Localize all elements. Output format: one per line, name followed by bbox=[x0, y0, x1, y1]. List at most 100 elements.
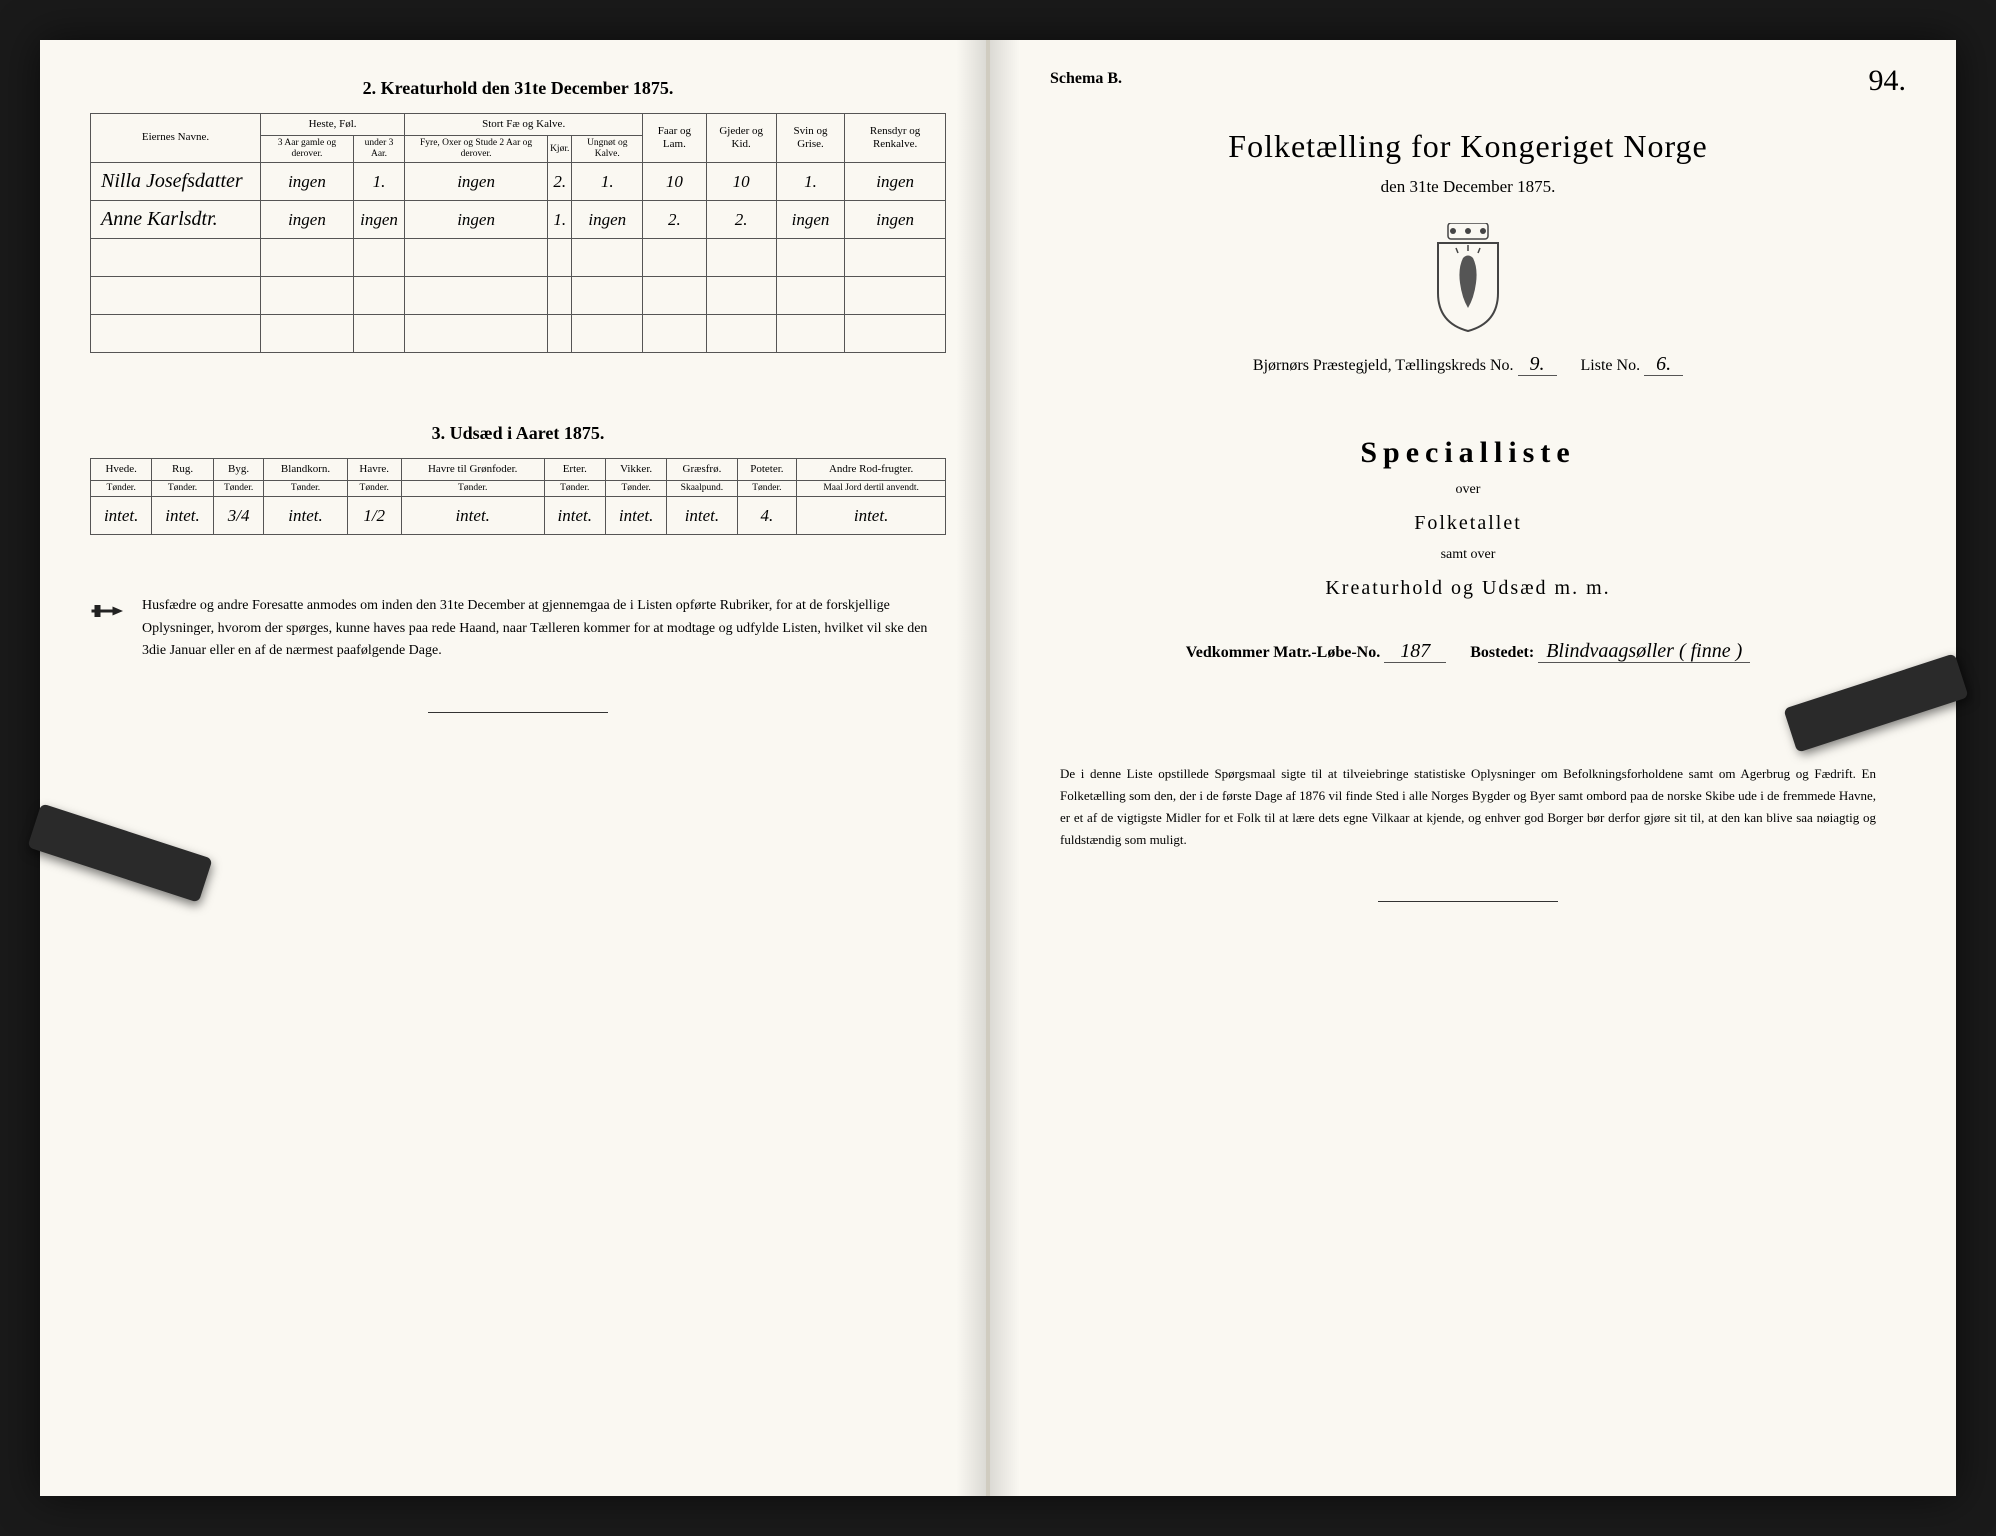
liste-no: 6. bbox=[1644, 353, 1683, 376]
th-unit: Tønder. bbox=[544, 481, 605, 497]
cell: 2. bbox=[643, 201, 706, 239]
pointing-hand-icon bbox=[90, 599, 126, 623]
th: Rug. bbox=[152, 459, 213, 481]
th: Poteter. bbox=[737, 459, 797, 481]
cell: intet. bbox=[605, 497, 666, 535]
cell: ingen bbox=[405, 201, 548, 239]
th-unit: Tønder. bbox=[347, 481, 401, 497]
cell: 2. bbox=[548, 163, 572, 201]
cell: 10 bbox=[643, 163, 706, 201]
table-row: Nilla Josefsdatter ingen 1. ingen 2. 1. … bbox=[91, 163, 946, 201]
cell: 4. bbox=[737, 497, 797, 535]
cell: ingen bbox=[845, 201, 946, 239]
page-number: 94. bbox=[1869, 64, 1907, 98]
cell: 1. bbox=[548, 201, 572, 239]
table-row: intet. intet. 3/4 intet. 1/2 intet. inte… bbox=[91, 497, 946, 535]
cell: 1. bbox=[353, 163, 404, 201]
th-unit: Tønder. bbox=[91, 481, 152, 497]
table-row-empty bbox=[91, 239, 946, 277]
th-cows: Fyre, Oxer og Stude 2 Aar og derover. bbox=[405, 136, 548, 163]
footer-rule bbox=[428, 712, 608, 713]
cell: intet. bbox=[264, 497, 347, 535]
spine-shadow bbox=[956, 40, 986, 1496]
th-unit: Tønder. bbox=[152, 481, 213, 497]
th-unit: Tønder. bbox=[401, 481, 544, 497]
cell: intet. bbox=[152, 497, 213, 535]
left-page: 2. Kreaturhold den 31te December 1875. E… bbox=[40, 40, 988, 1496]
sub-title: den 31te December 1875. bbox=[1040, 177, 1896, 197]
schema-label: Schema B. bbox=[1050, 70, 1896, 88]
th: Byg. bbox=[213, 459, 264, 481]
th: Havre til Grønfoder. bbox=[401, 459, 544, 481]
cell: 1/2 bbox=[347, 497, 401, 535]
cell: ingen bbox=[845, 163, 946, 201]
cell: intet. bbox=[544, 497, 605, 535]
cell: ingen bbox=[405, 163, 548, 201]
th: Vikker. bbox=[605, 459, 666, 481]
spec-folketallet: Folketallet bbox=[1040, 512, 1896, 535]
th-unit: Tønder. bbox=[213, 481, 264, 497]
specialliste-title: Specialliste bbox=[1040, 436, 1896, 470]
footnote-text: Husfædre og andre Foresatte anmodes om i… bbox=[142, 595, 946, 662]
bostedet-val: Blindvaagsøller ( finne ) bbox=[1538, 640, 1750, 663]
section2-title: 2. Kreaturhold den 31te December 1875. bbox=[90, 78, 946, 99]
bostedet-prefix: Bostedet: bbox=[1470, 644, 1534, 661]
table-row-empty bbox=[91, 277, 946, 315]
main-title: Folketælling for Kongeriget Norge bbox=[1040, 128, 1896, 165]
th-pigs: Svin og Grise. bbox=[776, 114, 844, 163]
section3-title: 3. Udsæd i Aaret 1875. bbox=[90, 423, 946, 444]
th-sheep: Faar og Lam. bbox=[643, 114, 706, 163]
footer-rule bbox=[1378, 901, 1558, 902]
th-unit: Tønder. bbox=[737, 481, 797, 497]
th-unit: Tønder. bbox=[264, 481, 347, 497]
cell: ingen bbox=[261, 163, 354, 201]
matr-no: 187 bbox=[1384, 640, 1446, 663]
liste-prefix: Liste No. bbox=[1581, 357, 1641, 374]
th: Hvede. bbox=[91, 459, 152, 481]
cell-name: Nilla Josefsdatter bbox=[91, 163, 261, 201]
th-reindeer: Rensdyr og Renkalve. bbox=[845, 114, 946, 163]
cell: intet. bbox=[401, 497, 544, 535]
spine-shadow bbox=[990, 40, 1020, 1496]
th-horses-young: under 3 Aar. bbox=[353, 136, 404, 163]
th: Andre Rod-frugter. bbox=[797, 459, 946, 481]
cell: ingen bbox=[353, 201, 404, 239]
th: Blandkorn. bbox=[264, 459, 347, 481]
cell: 1. bbox=[776, 163, 844, 201]
coat-of-arms-icon bbox=[1418, 223, 1518, 333]
district-no: 9. bbox=[1518, 353, 1557, 376]
cell: ingen bbox=[572, 201, 643, 239]
right-footnote: De i denne Liste opstillede Spørgsmaal s… bbox=[1040, 763, 1896, 851]
th-horses-group: Heste, Føl. bbox=[261, 114, 405, 136]
cell: intet. bbox=[797, 497, 946, 535]
vedkommer-line: Vedkommer Matr.-Løbe-No. 187 Bostedet: B… bbox=[1040, 640, 1896, 663]
spec-kreatur: Kreaturhold og Udsæd m. m. bbox=[1040, 577, 1896, 600]
cell: intet. bbox=[667, 497, 737, 535]
cell: 1. bbox=[572, 163, 643, 201]
district-line: Bjørnørs Præstegjeld, Tællingskreds No. … bbox=[1040, 353, 1896, 376]
th-horses-old: 3 Aar gamle og derover. bbox=[261, 136, 354, 163]
cell-name: Anne Karlsdtr. bbox=[91, 201, 261, 239]
th-names: Eiernes Navne. bbox=[91, 114, 261, 163]
book-spread: 2. Kreaturhold den 31te December 1875. E… bbox=[40, 40, 1956, 1496]
th-unit: Tønder. bbox=[605, 481, 666, 497]
left-footnote: Husfædre og andre Foresatte anmodes om i… bbox=[90, 595, 946, 662]
th-unit: Skaalpund. bbox=[667, 481, 737, 497]
district-prefix: Bjørnørs Præstegjeld, Tællingskreds No. bbox=[1253, 357, 1514, 374]
cell: ingen bbox=[776, 201, 844, 239]
th: Havre. bbox=[347, 459, 401, 481]
th-unit: Maal Jord dertil anvendt. bbox=[797, 481, 946, 497]
th-ungnot: Ungnøt og Kalve. bbox=[572, 136, 643, 163]
th: Erter. bbox=[544, 459, 605, 481]
spec-samt: samt over bbox=[1040, 547, 1896, 563]
cell: 3/4 bbox=[213, 497, 264, 535]
table-row-empty bbox=[91, 315, 946, 353]
cell: ingen bbox=[261, 201, 354, 239]
th-goats: Gjeder og Kid. bbox=[706, 114, 776, 163]
table-row: Anne Karlsdtr. ingen ingen ingen 1. inge… bbox=[91, 201, 946, 239]
udsaed-table: Hvede. Rug. Byg. Blandkorn. Havre. Havre… bbox=[90, 458, 946, 535]
cell: 2. bbox=[706, 201, 776, 239]
cell: 10 bbox=[706, 163, 776, 201]
kreaturhold-table: Eiernes Navne. Heste, Føl. Stort Fæ og K… bbox=[90, 113, 946, 353]
th-kjor: Kjør. bbox=[548, 136, 572, 163]
